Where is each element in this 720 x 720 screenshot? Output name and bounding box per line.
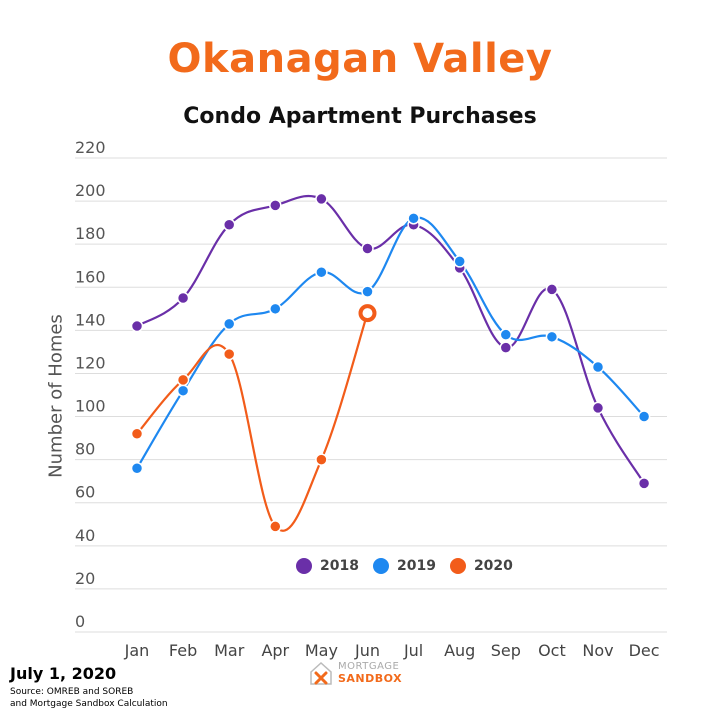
logo-text-top: MORTGAGE xyxy=(338,661,400,672)
legend-dot-2018 xyxy=(296,558,312,574)
y-tick-label-220: 220 xyxy=(75,138,106,157)
point-2018-apr xyxy=(269,199,282,212)
point-2018-feb xyxy=(176,291,190,305)
series-points xyxy=(130,192,651,533)
point-2019-apr xyxy=(269,302,282,316)
series-line-2019 xyxy=(136,216,645,469)
x-tick-label-aug: Aug xyxy=(444,641,475,660)
x-tick-label-mar: Mar xyxy=(214,641,245,660)
y-tick-label-60: 60 xyxy=(75,483,95,502)
chart-subtitle: Condo Apartment Purchases xyxy=(183,104,537,129)
point-2019-mar xyxy=(222,317,236,331)
point-2018-jun xyxy=(361,242,374,255)
footer-date: July 1, 2020 xyxy=(10,664,117,683)
x-tick-label-jul: Jul xyxy=(403,641,423,660)
legend-item-2019: 2019 xyxy=(372,558,436,574)
x-tick-label-oct: Oct xyxy=(538,641,566,660)
y-tick-label-80: 80 xyxy=(75,440,95,459)
x-axis-ticks: Jan Feb Mar Apr May Jun Jul Aug Sep Oct Nov Dec xyxy=(124,641,660,660)
point-2018-may xyxy=(315,192,328,206)
x-tick-label-sep: Sep xyxy=(491,641,521,660)
point-2020-feb xyxy=(176,373,190,387)
point-2019-sep xyxy=(499,328,513,341)
x-tick-label-feb: Feb xyxy=(169,641,197,660)
point-2018-mar xyxy=(222,218,236,232)
source-line-2: and Mortgage Sandbox Calculation xyxy=(10,699,168,709)
point-2019-oct xyxy=(545,330,559,344)
logo-text: MORTGAGE SANDBOX xyxy=(338,661,402,685)
legend-dot-2020 xyxy=(449,558,466,574)
y-tick-label-180: 180 xyxy=(75,224,106,243)
legend-item-2018: 2018 xyxy=(296,558,359,574)
y-tick-label-160: 160 xyxy=(75,267,106,286)
point-2020-jan xyxy=(130,427,144,441)
point-2019-jun xyxy=(361,285,374,298)
point-2018-dec xyxy=(637,477,651,490)
point-2020-may xyxy=(315,453,328,466)
y-tick-label-100: 100 xyxy=(75,397,106,416)
point-2019-dec xyxy=(637,410,651,423)
legend: 2018 2019 2020 xyxy=(296,558,513,574)
series-line-2018 xyxy=(136,194,646,484)
point-2018-sep xyxy=(499,341,513,354)
x-tick-label-dec: Dec xyxy=(629,641,660,660)
point-2019-jul xyxy=(407,212,420,225)
point-2019-feb xyxy=(176,384,190,397)
point-2020-jun xyxy=(358,304,377,323)
y-tick-label-140: 140 xyxy=(75,310,106,329)
y-axis-ticks: 0 20 40 60 80 100 120 140 160 180 200 220 xyxy=(75,138,106,631)
point-2020-mar xyxy=(222,347,236,361)
x-tick-label-may: May xyxy=(305,641,338,660)
y-tick-label-40: 40 xyxy=(75,526,95,545)
y-tick-label-120: 120 xyxy=(75,353,106,372)
point-2020-apr xyxy=(269,520,282,533)
x-tick-label-jun: Jun xyxy=(354,641,380,660)
chart-title: Okanagan Valley xyxy=(167,36,553,82)
point-2019-may xyxy=(315,265,328,279)
x-tick-label-apr: Apr xyxy=(261,641,289,660)
y-tick-label-20: 20 xyxy=(75,569,95,588)
point-2018-jan xyxy=(130,319,144,333)
y-tick-label-0: 0 xyxy=(75,612,85,631)
y-axis-label: Number of Homes xyxy=(45,314,67,478)
legend-label-2020: 2020 xyxy=(473,558,513,574)
series-lines xyxy=(136,194,646,532)
legend-label-2018: 2018 xyxy=(320,558,359,574)
point-2018-nov xyxy=(591,401,605,415)
point-2019-nov xyxy=(591,360,605,374)
gridlines xyxy=(75,157,667,633)
logo-text-bottom: SANDBOX xyxy=(338,672,403,685)
series-line-2020 xyxy=(136,312,369,532)
point-2019-aug xyxy=(453,255,466,268)
x-tick-label-jan: Jan xyxy=(124,641,150,660)
mortgage-sandbox-logo: MORTGAGE SANDBOX xyxy=(308,660,402,686)
legend-item-2020: 2020 xyxy=(449,558,513,574)
footer-source: Source: OMREB and SOREB and Mortgage San… xyxy=(10,686,230,710)
legend-dot-2019 xyxy=(372,558,389,574)
house-logo-icon xyxy=(310,661,332,685)
y-tick-label-200: 200 xyxy=(75,181,106,200)
legend-label-2019: 2019 xyxy=(396,558,436,574)
x-tick-label-nov: Nov xyxy=(582,641,613,660)
point-2018-oct xyxy=(545,283,559,296)
source-line-1: Source: OMREB and SOREB xyxy=(10,687,134,697)
point-2019-jan xyxy=(130,462,144,475)
